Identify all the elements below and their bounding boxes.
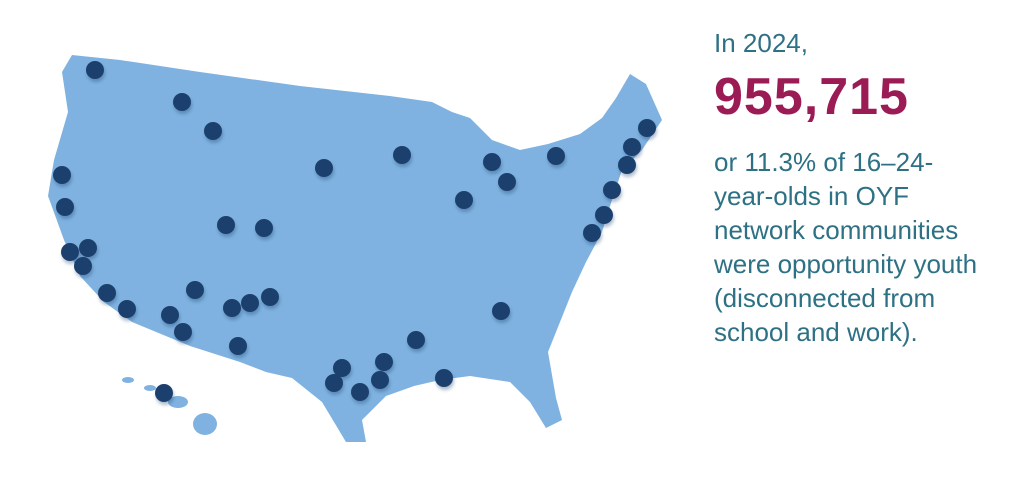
hawaii-island [144, 385, 156, 391]
hawaii-island [168, 396, 188, 408]
location-dot [435, 369, 453, 387]
location-dot [315, 159, 333, 177]
location-dot [261, 288, 279, 306]
location-dot [595, 206, 613, 224]
location-dot [498, 173, 516, 191]
headline-number: 955,715 [714, 68, 909, 126]
location-dot [583, 224, 601, 242]
location-dot [86, 61, 104, 79]
map-outline [48, 55, 662, 442]
location-dot [623, 138, 641, 156]
network-dots [53, 61, 656, 402]
location-dot [351, 383, 369, 401]
location-dot [618, 156, 636, 174]
location-dot [217, 216, 235, 234]
location-dot [173, 93, 191, 111]
location-dot [79, 239, 97, 257]
location-dot [161, 306, 179, 324]
location-dot [325, 374, 343, 392]
location-dot [638, 119, 656, 137]
location-dot [547, 147, 565, 165]
intro: In 2024, [714, 28, 808, 58]
location-dot [56, 198, 74, 216]
location-dot [407, 331, 425, 349]
location-dot [155, 384, 173, 402]
location-dot [74, 257, 92, 275]
location-dot [455, 191, 473, 209]
location-dot [333, 359, 351, 377]
location-dot [223, 299, 241, 317]
location-dot [204, 122, 222, 140]
location-dot [255, 219, 273, 237]
location-dot [186, 281, 204, 299]
location-dot [174, 323, 192, 341]
location-dot [393, 146, 411, 164]
location-dot [118, 300, 136, 318]
location-dot [483, 153, 501, 171]
location-dot [98, 284, 116, 302]
stat-panel: In 2024, 955,715 or 11.3% of 16–24-year-… [714, 28, 982, 349]
us-map [48, 55, 662, 442]
location-dot [371, 371, 389, 389]
location-dot [61, 243, 79, 261]
location-dot [492, 302, 510, 320]
location-dot [229, 337, 247, 355]
hawaii-island [193, 413, 217, 435]
location-dot [53, 166, 71, 184]
location-dot [375, 353, 393, 371]
location-dot [241, 294, 259, 312]
hawaii-island [122, 377, 134, 383]
description: or 11.3% of 16–24-year-olds in OYF netwo… [714, 147, 978, 347]
location-dot [603, 181, 621, 199]
